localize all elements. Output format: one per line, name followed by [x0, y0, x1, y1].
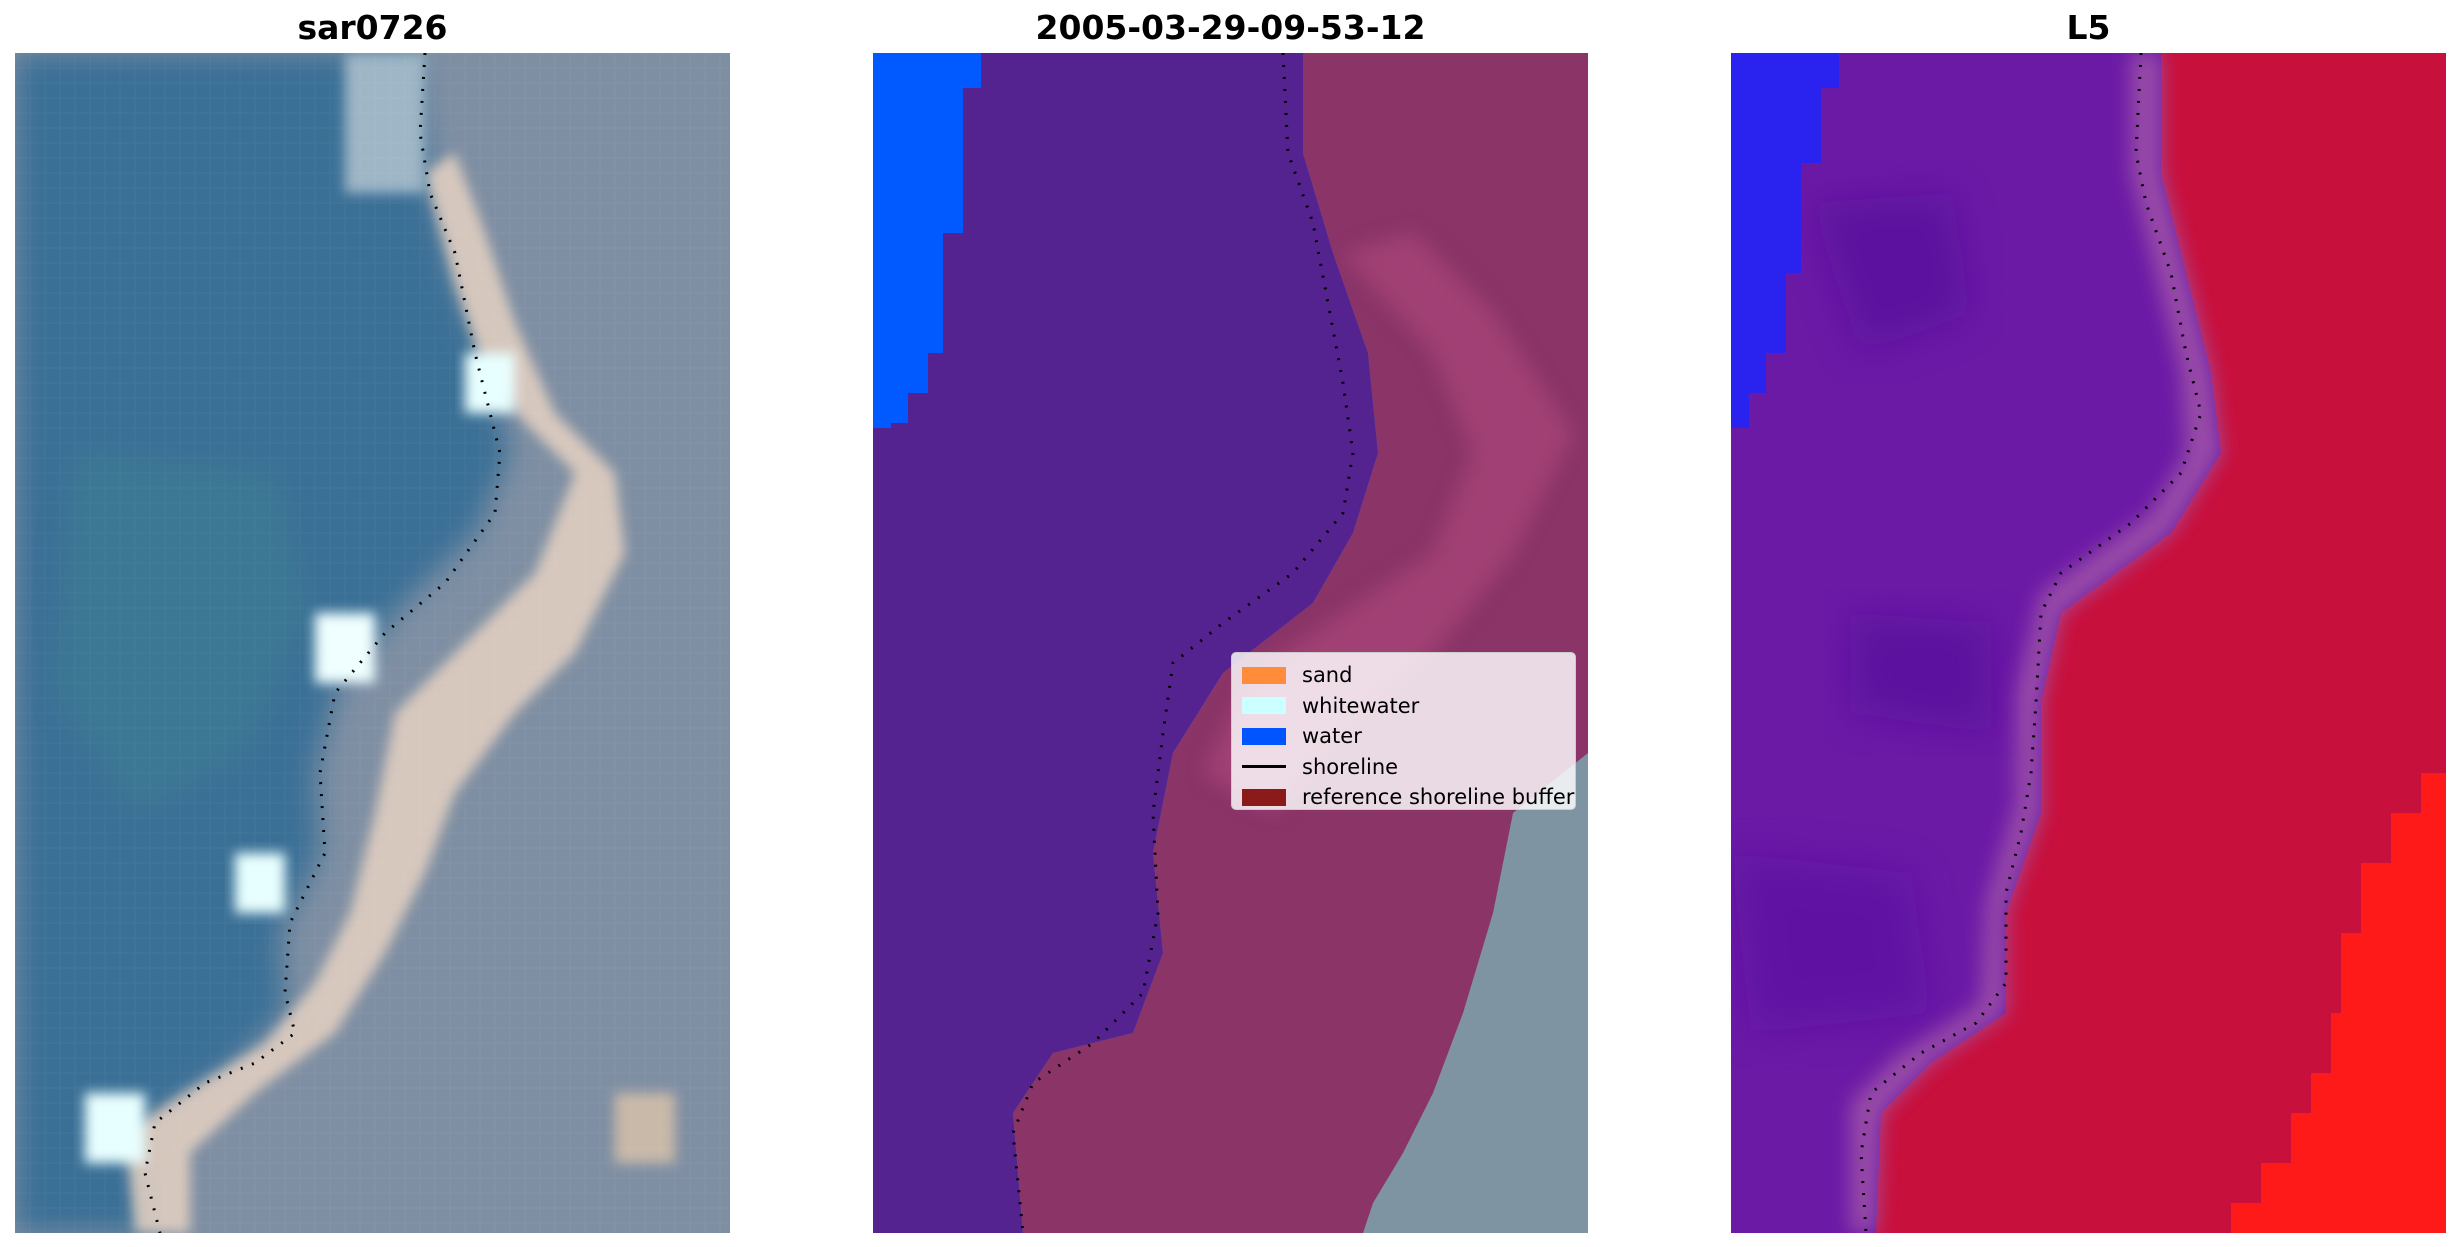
classified-water-pixels	[873, 53, 981, 428]
classified-image-panel	[873, 53, 1588, 1233]
legend-label: water	[1302, 724, 1362, 749]
legend-item-whitewater: whitewater	[1242, 691, 1565, 722]
index-max-pixels	[2231, 753, 2446, 1233]
panel-title-index: L5	[2066, 8, 2111, 47]
legend-swatch-reference-buffer	[1242, 788, 1286, 806]
legend-label: whitewater	[1302, 693, 1420, 718]
legend-item-shoreline: shoreline	[1242, 752, 1565, 783]
classified-water-region	[873, 53, 1378, 1233]
legend-label: shoreline	[1302, 754, 1399, 779]
legend-label: reference shoreline buffer	[1302, 785, 1575, 810]
legend-label: sand	[1302, 663, 1353, 688]
legend-item-sand: sand	[1242, 660, 1565, 691]
index-min-pixels	[1731, 53, 1839, 428]
legend-swatch-whitewater	[1242, 697, 1286, 715]
rgb-image-panel	[15, 53, 730, 1233]
index-dark-patch	[1731, 853, 1931, 1033]
index-dark-patch	[1851, 613, 1991, 733]
legend-swatch-water	[1242, 727, 1286, 745]
index-transition	[1851, 53, 2221, 1233]
legend-swatch-sand	[1242, 666, 1286, 684]
legend-item-water: water	[1242, 721, 1565, 752]
legend: sand whitewater water shoreline referenc…	[1231, 652, 1576, 810]
index-image-panel	[1731, 53, 2446, 1233]
panel-title-classified: 2005-03-29-09-53-12	[1035, 8, 1426, 47]
panel-title-rgb: sar0726	[297, 8, 448, 47]
index-dark-patch	[1811, 193, 1971, 353]
legend-item-reference-buffer: reference shoreline buffer	[1242, 782, 1574, 813]
legend-line-shoreline	[1242, 765, 1286, 769]
